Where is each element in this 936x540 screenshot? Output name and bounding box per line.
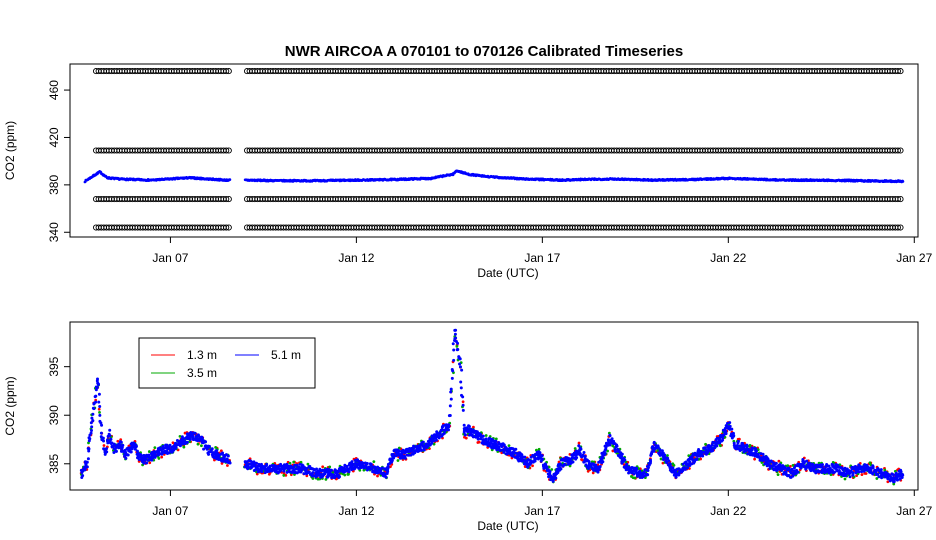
y-tick-label: 385 — [47, 453, 61, 473]
co2-series-points — [83, 169, 905, 184]
x-tick-label: Jan 27 — [896, 251, 932, 265]
x-tick-label: Jan 17 — [524, 251, 560, 265]
calibration-level-points — [92, 68, 904, 75]
x-tick-label: Jan 12 — [338, 504, 374, 518]
y-tick-label: 395 — [47, 356, 61, 376]
legend-label: 3.5 m — [187, 366, 217, 380]
legend-label: 5.1 m — [271, 348, 301, 362]
legend-box — [138, 337, 316, 389]
x-axis-label: Date (UTC) — [477, 266, 538, 280]
y-tick-label: 420 — [47, 127, 61, 147]
y-axis-label: CO2 (ppm) — [3, 121, 17, 180]
chart-title: NWR AIRCOA A 070101 to 070126 Calibrated… — [285, 43, 684, 60]
x-tick-label: Jan 22 — [710, 251, 746, 265]
y-tick-label: 380 — [47, 175, 61, 195]
top-panel: Jan 07 Jan 12 Jan 17 Jan 22 Jan 27 340 380 420 4… — [3, 63, 933, 280]
y-tick-label: 390 — [47, 405, 61, 425]
x-tick-label: Jan 07 — [152, 251, 188, 265]
plot-frame — [69, 321, 919, 491]
y-tick-label: 340 — [47, 222, 61, 242]
x-tick-label: Jan 17 — [524, 504, 560, 518]
legend-label: 1.3 m — [187, 348, 217, 362]
x-tick-label: Jan 07 — [152, 504, 188, 518]
legend: 1.3 m 5.1 m 3.5 m — [138, 337, 316, 389]
y-tick-label: 460 — [47, 80, 61, 100]
calibration-level-points — [92, 224, 904, 231]
calibration-level-points — [92, 196, 904, 203]
x-axis-label: Date (UTC) — [477, 519, 538, 533]
x-tick-label: Jan 22 — [710, 504, 746, 518]
x-tick-label: Jan 12 — [338, 251, 374, 265]
plot-area — [83, 68, 905, 231]
series-points-5-1-m — [79, 328, 905, 484]
calibration-level-points — [92, 147, 904, 154]
plot-frame — [69, 63, 919, 238]
plot-area — [79, 328, 905, 486]
y-axis-label: CO2 (ppm) — [3, 376, 17, 435]
bottom-panel: Jan 07 Jan 12 Jan 17 Jan 22 Jan 27 385 390 395 D… — [3, 321, 933, 533]
x-tick-label: Jan 27 — [896, 504, 932, 518]
